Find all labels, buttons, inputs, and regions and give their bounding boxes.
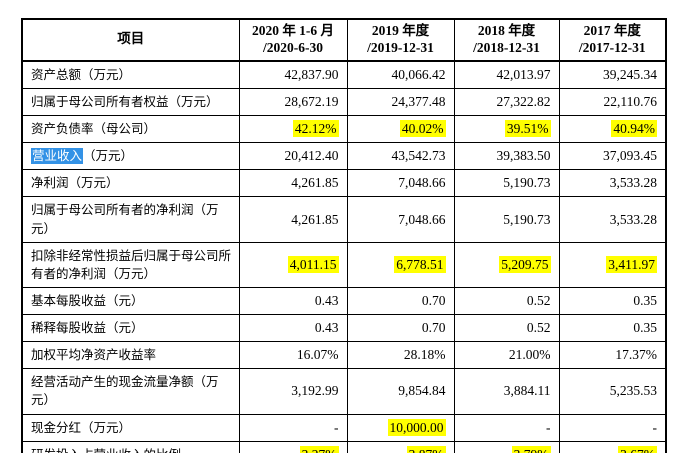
cell-value: 5,190.73 (453, 196, 560, 243)
row-label: 基本每股收益（元） (21, 286, 240, 316)
cell-value: 39,383.50 (453, 142, 560, 171)
cell-value: 3,884.11 (453, 368, 560, 415)
cell-value: 0.35 (558, 313, 667, 343)
cell-value: 16.07% (238, 341, 348, 370)
table-row: 归属于母公司所有者的净利润（万元） 4,261.85 7,048.66 5,19… (21, 196, 667, 243)
row-label: 资产总额（万元） (21, 60, 240, 89)
cell-value-highlighted: 42.12% (238, 114, 348, 144)
row-label: 归属于母公司所有者权益（万元） (21, 87, 240, 117)
row-label: 现金分红（万元） (21, 413, 240, 442)
cell-value: 20,412.40 (238, 142, 348, 171)
row-label: 稀释每股收益（元） (21, 313, 240, 343)
column-header-item: 项目 (21, 18, 240, 62)
cell-value-highlighted: 40.02% (346, 114, 455, 144)
selected-text[interactable]: 营业收入 (31, 148, 84, 165)
cell-value: 21.00% (453, 341, 560, 370)
cell-value: 0.70 (346, 313, 455, 343)
cell-value-highlighted: 10,000.00 (346, 413, 455, 442)
cell-value: 28.18% (346, 341, 455, 370)
cell-value: 5,190.73 (453, 169, 560, 198)
cell-value: 7,048.66 (346, 196, 455, 243)
row-label: 净利润（万元） (21, 169, 240, 198)
cell-value-highlighted: 3.27% (238, 440, 348, 453)
table-row: 营业收入（万元） 20,412.40 43,542.73 39,383.50 3… (21, 142, 667, 171)
cell-value: 42,837.90 (238, 60, 348, 89)
cell-value: 5,235.53 (558, 368, 667, 415)
cell-value: 27,322.82 (453, 87, 560, 117)
cell-value: 0.43 (238, 286, 348, 316)
cell-value: 7,048.66 (346, 169, 455, 198)
cell-value: 0.35 (558, 286, 667, 316)
cell-value-highlighted: 6,778.51 (346, 241, 455, 288)
cell-value-highlighted: 3.79% (453, 440, 560, 453)
cell-value: 24,377.48 (346, 87, 455, 117)
row-label: 加权平均净资产收益率 (21, 341, 240, 370)
cell-value: 0.70 (346, 286, 455, 316)
cell-value-highlighted: 40.94% (558, 114, 667, 144)
cell-value: 0.52 (453, 313, 560, 343)
cell-value: 0.52 (453, 286, 560, 316)
row-label: 营业收入（万元） (21, 142, 240, 171)
cell-value: 3,192.99 (238, 368, 348, 415)
column-header-2020: 2020 年 1-6 月/2020-6-30 (238, 18, 348, 62)
table-row: 加权平均净资产收益率 16.07% 28.18% 21.00% 17.37% (21, 341, 667, 370)
cell-value: 22,110.76 (558, 87, 667, 117)
cell-value: 3,533.28 (558, 196, 667, 243)
cell-value-highlighted: 39.51% (453, 114, 560, 144)
row-label: 经营活动产生的现金流量净额（万元） (21, 368, 240, 415)
column-header-2017: 2017 年度/2017-12-31 (558, 18, 667, 62)
cell-value: 4,261.85 (238, 169, 348, 198)
cell-value-highlighted: 5,209.75 (453, 241, 560, 288)
cell-value: 3,533.28 (558, 169, 667, 198)
row-label: 资产负债率（母公司） (21, 114, 240, 144)
cell-value: 43,542.73 (346, 142, 455, 171)
table-row: 归属于母公司所有者权益（万元） 28,672.19 24,377.48 27,3… (21, 87, 667, 117)
table-row: 净利润（万元） 4,261.85 7,048.66 5,190.73 3,533… (21, 169, 667, 198)
table-header-row: 项目 2020 年 1-6 月/2020-6-30 2019 年度/2019-1… (21, 18, 667, 62)
cell-value-highlighted: 4,011.15 (238, 241, 348, 288)
cell-value: - (238, 413, 348, 442)
cell-value: 0.43 (238, 313, 348, 343)
cell-value: 40,066.42 (346, 60, 455, 89)
table-row: 资产负债率（母公司） 42.12% 40.02% 39.51% 40.94% (21, 114, 667, 144)
cell-value-highlighted: 3.87% (346, 440, 455, 453)
cell-value: 37,093.45 (558, 142, 667, 171)
cell-value: 17.37% (558, 341, 667, 370)
cell-value: 9,854.84 (346, 368, 455, 415)
table-row: 稀释每股收益（元） 0.43 0.70 0.52 0.35 (21, 313, 667, 343)
column-header-2018: 2018 年度/2018-12-31 (453, 18, 560, 62)
cell-value: 28,672.19 (238, 87, 348, 117)
row-label: 研发投入占营业收入的比例 (21, 440, 240, 453)
table-row: 研发投入占营业收入的比例 3.27% 3.87% 3.79% 3.67% (21, 440, 667, 453)
cell-value: 4,261.85 (238, 196, 348, 243)
column-header-2019: 2019 年度/2019-12-31 (346, 18, 455, 62)
row-label: 归属于母公司所有者的净利润（万元） (21, 196, 240, 243)
cell-value-highlighted: 3.67% (558, 440, 667, 453)
table-row: 资产总额（万元） 42,837.90 40,066.42 42,013.97 3… (21, 60, 667, 89)
cell-value: 42,013.97 (453, 60, 560, 89)
table-row: 经营活动产生的现金流量净额（万元） 3,192.99 9,854.84 3,88… (21, 368, 667, 415)
cell-value-highlighted: 3,411.97 (558, 241, 667, 288)
table-row: 基本每股收益（元） 0.43 0.70 0.52 0.35 (21, 286, 667, 316)
cell-value: - (558, 413, 667, 442)
table-row: 扣除非经常性损益后归属于母公司所有者的净利润（万元） 4,011.15 6,77… (21, 241, 667, 288)
cell-value: - (453, 413, 560, 442)
cell-value: 39,245.34 (558, 60, 667, 89)
row-label: 扣除非经常性损益后归属于母公司所有者的净利润（万元） (21, 241, 240, 288)
table-row: 现金分红（万元） - 10,000.00 - - (21, 413, 667, 442)
financial-summary-table: 项目 2020 年 1-6 月/2020-6-30 2019 年度/2019-1… (21, 18, 667, 453)
